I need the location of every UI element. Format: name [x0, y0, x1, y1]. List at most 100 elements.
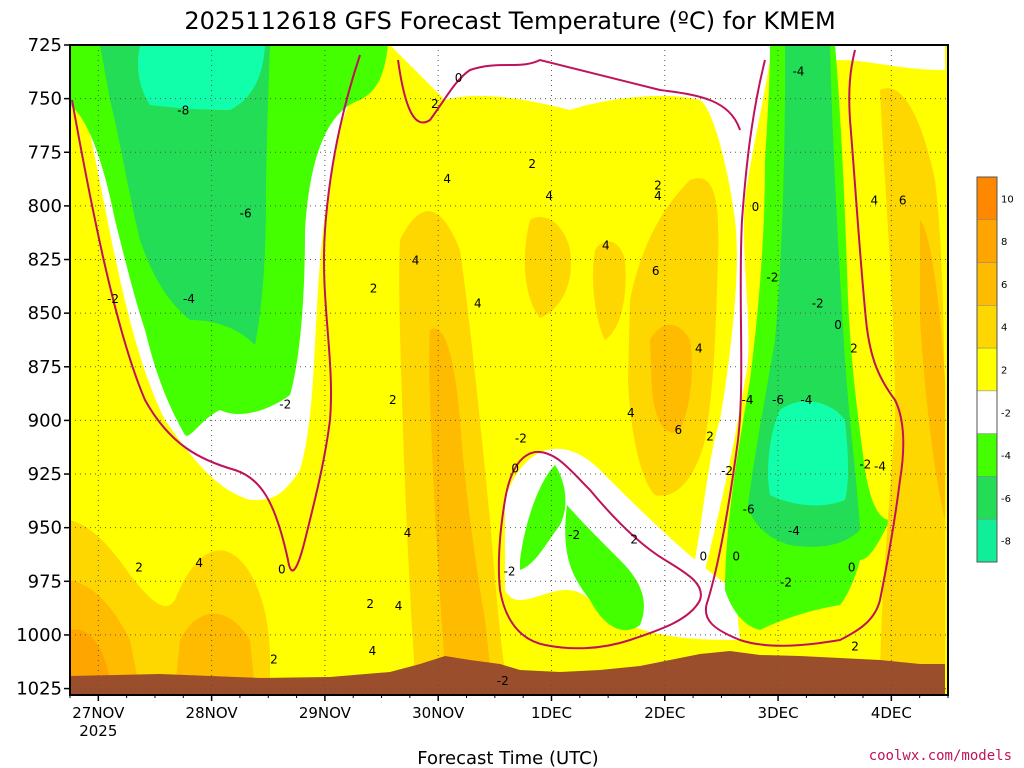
contour-label: 4 — [545, 189, 553, 203]
x-tick-label: 2DEC — [644, 704, 685, 722]
warm-band-8c-surface-left — [70, 629, 110, 690]
colorbar-swatch — [976, 262, 998, 306]
colorbar-label: -6 — [1001, 494, 1011, 505]
y-tick-label: 1000 — [16, 625, 62, 646]
colorbar-label: 10 — [1001, 194, 1014, 205]
contour-label: 0 — [732, 550, 740, 564]
contour-label: 2 — [370, 281, 378, 295]
y-tick-label: 950 — [28, 518, 62, 539]
x-tick-label: 3DEC — [758, 704, 799, 722]
contour-label: 4 — [602, 239, 610, 253]
contour-label: -2 — [497, 674, 509, 688]
cold-pocket-dec1b — [565, 505, 644, 631]
x-tick-label: 29NOV — [299, 704, 352, 722]
contour-label: -8 — [177, 103, 189, 117]
contour-label: 0 — [455, 71, 463, 85]
x-tick-label: 28NOV — [186, 704, 239, 722]
y-tick-label: 925 — [28, 464, 62, 485]
warm-band-4dec-core — [920, 220, 945, 520]
contour-label: -4 — [741, 393, 753, 407]
contour-label: 2 — [851, 640, 859, 654]
cold-region-left-core — [100, 45, 270, 345]
y-tick-label: 750 — [28, 89, 62, 110]
colorbar-swatch — [976, 390, 998, 434]
contour-label: 4 — [443, 172, 451, 186]
y-tick-label: 725 — [28, 35, 62, 56]
terrain-surface — [70, 651, 945, 695]
y-tick-label: 1025 — [16, 679, 62, 700]
zero-contour-right — [704, 49, 905, 647]
contour-label: -2 — [780, 575, 792, 589]
contour-label: -4 — [183, 292, 195, 306]
contour-label: 0 — [834, 318, 842, 332]
contour-label: -4 — [800, 393, 812, 407]
contour-label: -2 — [107, 292, 119, 306]
credit-link[interactable]: coolwx.com/models — [869, 748, 1012, 764]
y-tick-label: 775 — [28, 142, 62, 163]
colorbar-label: -2 — [1001, 408, 1011, 419]
warm-band-6c-surface-left — [70, 580, 255, 690]
colorbar-label: 8 — [1001, 237, 1007, 248]
contour-label: -6 — [772, 393, 784, 407]
contour-label: 0 — [752, 200, 760, 214]
contour-label: 2 — [389, 393, 397, 407]
contour-label: 4 — [412, 254, 420, 268]
gridlines — [70, 44, 948, 695]
colorbar-label: 6 — [1001, 280, 1007, 291]
x-tick-label: 27NOV — [72, 704, 125, 722]
contour-label: -6 — [743, 502, 755, 516]
contour-label: -4 — [874, 459, 886, 473]
x-tick-label: 4DEC — [871, 704, 912, 722]
colorbar-swatch — [976, 305, 998, 349]
contour-label: 2 — [366, 597, 374, 611]
contour-label: -2 — [812, 296, 824, 310]
contour-label: 4 — [695, 341, 703, 355]
contour-label: 2 — [270, 653, 278, 667]
colorbar-label: 2 — [1001, 366, 1007, 377]
contour-label: 4 — [627, 406, 635, 420]
contour-label: 2 — [135, 560, 143, 574]
colorbar-label: -4 — [1001, 451, 1011, 462]
contour-label: 6 — [675, 423, 683, 437]
y-tick-label: 825 — [28, 250, 62, 271]
contour-label: 0 — [278, 562, 286, 576]
contour-label: -2 — [515, 432, 527, 446]
colorbar-frame — [976, 176, 998, 563]
contour-label: 0 — [699, 550, 707, 564]
colorbar-label: -8 — [1001, 537, 1011, 548]
contour-label: -6 — [240, 206, 252, 220]
y-tick-label: 900 — [28, 410, 62, 431]
y-tick-label: 975 — [28, 571, 62, 592]
zero-contour-top — [397, 58, 741, 131]
contour-label: 2 — [654, 178, 662, 192]
colorbar-swatch — [976, 219, 998, 263]
contour-label: -2 — [568, 528, 580, 542]
contour-label: 4 — [474, 296, 482, 310]
contour-label: 0 — [511, 462, 519, 476]
colorbar-label: 4 — [1001, 323, 1007, 334]
contour-label: 2 — [706, 429, 714, 443]
contour-label: 2 — [630, 532, 638, 546]
x-tick-label: 1DEC — [531, 704, 572, 722]
contour-label: -2 — [504, 565, 516, 579]
warm-band-1dec-pocket — [524, 216, 571, 318]
colorbar-swatch — [976, 347, 998, 392]
contour-label: -2 — [279, 397, 291, 411]
contour-label: 4 — [871, 193, 879, 207]
cold-region-right-coldest — [768, 401, 849, 506]
warm-band-2dec-core — [650, 325, 692, 433]
contour-label: 4 — [369, 644, 377, 658]
contour-label: -2 — [766, 271, 778, 285]
x-axis-label: Forecast Time (UTC) — [417, 748, 598, 768]
warm-band-30nov-core — [429, 328, 490, 668]
contour-label: 4 — [195, 556, 203, 570]
contour-label: -4 — [792, 65, 804, 79]
contour-label: 4 — [404, 526, 412, 540]
contour-label: 2 — [850, 341, 858, 355]
colorbar-swatch — [976, 433, 998, 477]
contour-label: 4 — [395, 599, 403, 613]
contour-label: 6 — [652, 264, 660, 278]
